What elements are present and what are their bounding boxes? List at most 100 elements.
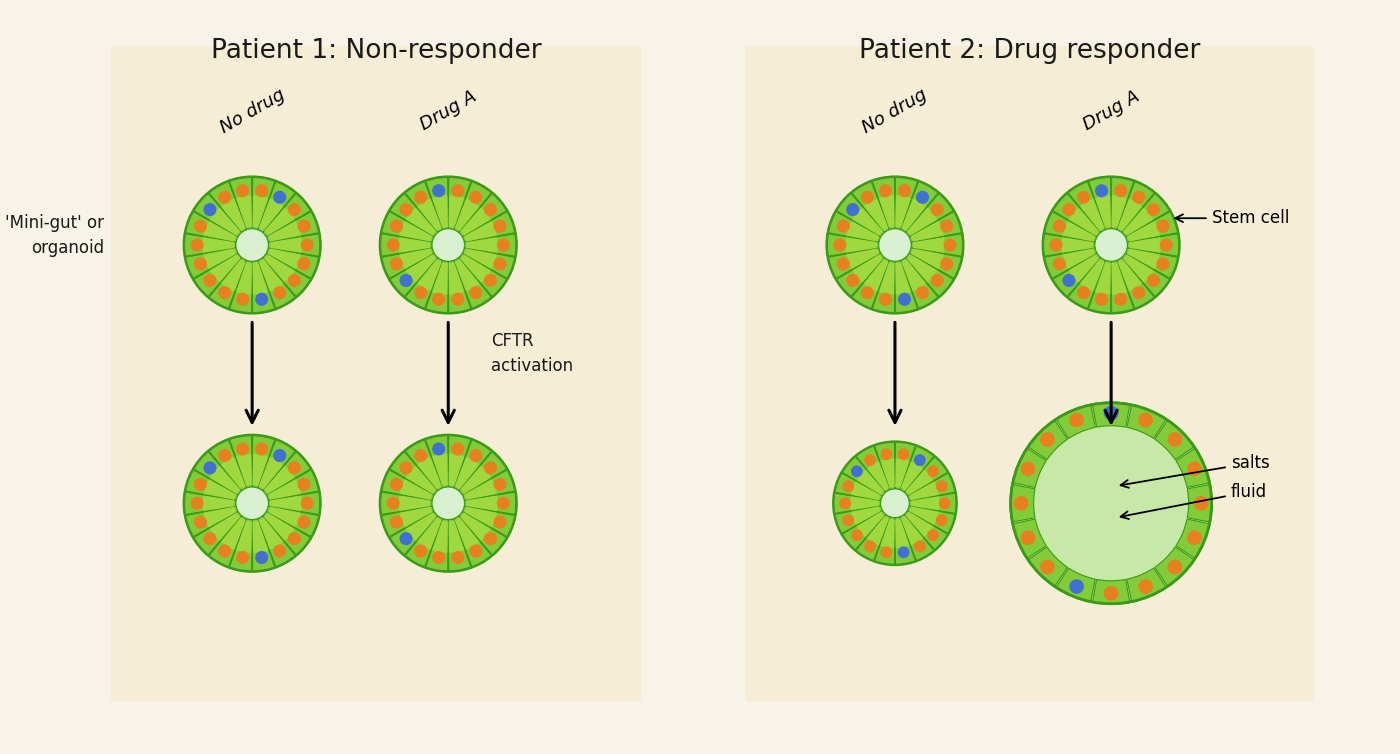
Circle shape [190,238,203,252]
Circle shape [273,449,286,462]
Wedge shape [829,248,881,278]
Wedge shape [895,195,911,228]
Wedge shape [203,480,237,500]
Wedge shape [417,457,442,489]
Wedge shape [210,466,241,494]
Wedge shape [906,512,934,537]
Wedge shape [906,253,953,296]
Wedge shape [266,212,319,242]
Wedge shape [911,496,939,510]
Wedge shape [1053,194,1100,237]
Wedge shape [846,221,879,241]
Circle shape [1077,191,1091,204]
Wedge shape [900,446,934,492]
Circle shape [273,544,286,557]
Wedge shape [433,454,448,486]
Wedge shape [906,470,934,495]
Wedge shape [1012,448,1046,488]
Circle shape [237,293,249,306]
Circle shape [861,191,874,204]
Wedge shape [1127,249,1159,269]
Wedge shape [846,238,876,253]
Wedge shape [864,199,889,231]
Circle shape [493,219,507,233]
Wedge shape [465,507,497,527]
Wedge shape [1121,194,1169,237]
Circle shape [218,449,231,462]
Text: 'Mini-gut' or
organoid: 'Mini-gut' or organoid [4,214,104,257]
Wedge shape [185,492,237,514]
Wedge shape [269,234,319,256]
Wedge shape [895,458,910,488]
Circle shape [1053,219,1065,233]
FancyBboxPatch shape [111,46,641,701]
Circle shape [288,461,301,474]
Circle shape [451,551,465,564]
Circle shape [1138,412,1154,428]
Wedge shape [221,199,245,231]
Wedge shape [853,182,889,232]
Circle shape [414,287,427,299]
Circle shape [1156,219,1169,233]
Wedge shape [857,512,885,537]
Wedge shape [455,517,479,550]
Circle shape [203,203,217,216]
Wedge shape [266,470,319,501]
Circle shape [833,441,958,566]
Wedge shape [448,260,470,312]
Circle shape [1168,559,1182,575]
Wedge shape [382,212,434,242]
Circle shape [1095,184,1109,198]
Wedge shape [851,482,881,500]
Circle shape [1156,257,1169,271]
Circle shape [301,497,314,510]
Wedge shape [252,454,269,486]
Circle shape [944,238,956,252]
Wedge shape [1117,182,1154,232]
Wedge shape [867,516,889,545]
Circle shape [1063,203,1075,216]
Wedge shape [382,506,434,537]
Wedge shape [895,260,917,312]
Wedge shape [263,452,311,495]
Wedge shape [258,516,295,566]
Wedge shape [433,520,448,553]
Wedge shape [900,514,934,560]
Wedge shape [209,440,246,491]
Wedge shape [210,513,241,541]
Wedge shape [258,182,295,232]
Circle shape [203,274,217,287]
Wedge shape [186,212,238,242]
Wedge shape [406,466,437,494]
Wedge shape [382,248,434,278]
Circle shape [1168,432,1182,447]
Wedge shape [252,260,274,312]
Circle shape [1053,257,1065,271]
Wedge shape [900,516,923,545]
Wedge shape [872,260,895,312]
Circle shape [255,184,269,198]
Wedge shape [426,519,448,571]
Circle shape [433,443,445,455]
Circle shape [1070,579,1084,594]
Wedge shape [399,249,433,269]
Circle shape [391,219,403,233]
Circle shape [1095,293,1109,306]
Wedge shape [895,519,910,548]
Wedge shape [221,457,245,489]
Wedge shape [448,436,470,488]
Wedge shape [454,182,491,232]
Wedge shape [875,443,895,490]
Wedge shape [265,513,294,541]
Wedge shape [1155,420,1194,460]
Wedge shape [867,461,889,491]
Wedge shape [895,516,916,564]
Circle shape [1014,496,1029,510]
Wedge shape [259,457,283,489]
Wedge shape [907,207,938,236]
Wedge shape [881,519,895,548]
Circle shape [879,228,911,261]
Wedge shape [252,436,274,488]
Wedge shape [406,207,437,236]
Wedge shape [1123,254,1154,283]
